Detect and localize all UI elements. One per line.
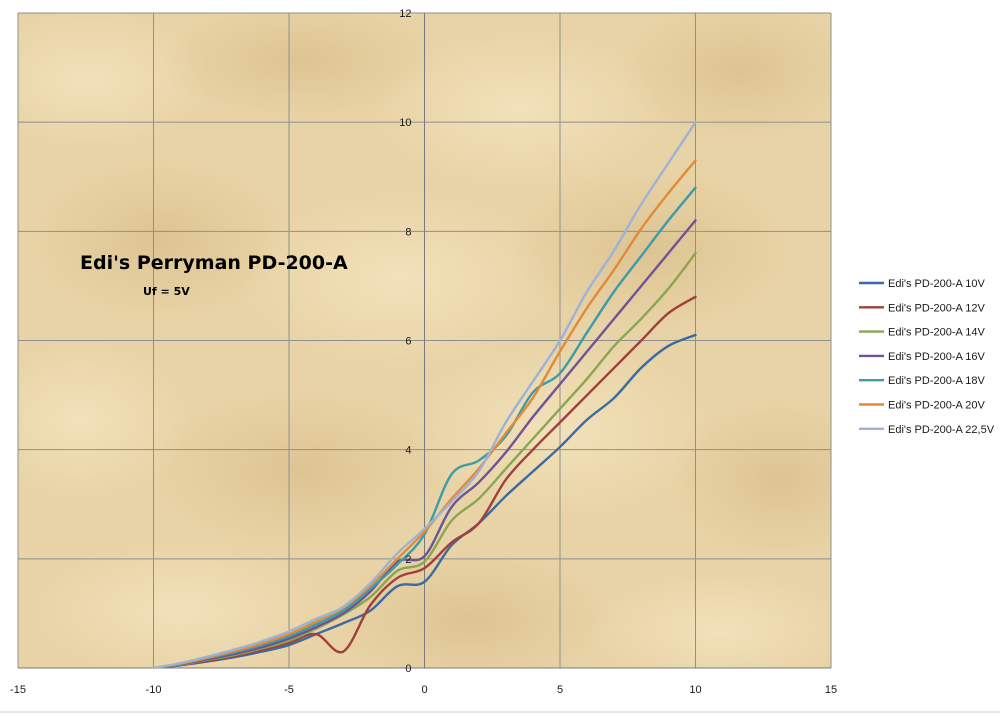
legend-label: Edi's PD-200-A 16V [888,351,986,363]
x-tick-label: 10 [689,684,701,696]
legend-label: Edi's PD-200-A 14V [888,327,986,339]
legend-label: Edi's PD-200-A 12V [888,302,986,314]
y-tick-label: 12 [399,8,411,20]
x-tick-label: 0 [421,684,427,696]
x-tick-label: -15 [10,684,26,696]
series-line-4 [152,186,697,668]
tick-labels: 0 2 4 6 8 10 12 -15 -10 -5 0 5 10 15 [10,8,837,696]
x-tick-label: 15 [825,684,837,696]
chart-subtitle: Uf = 5V [143,285,190,298]
y-tick-label: 10 [399,117,411,129]
series-lines [152,120,697,668]
series-line-3 [152,219,697,668]
series-line-5 [152,159,697,668]
legend: Edi's PD-200-A 10V Edi's PD-200-A 12V Edi'… [859,278,995,436]
y-tick-label: 4 [405,445,411,457]
legend-label: Edi's PD-200-A 20V [888,400,986,412]
legend-label: Edi's PD-200-A 18V [888,375,986,387]
x-tick-label: -10 [146,684,162,696]
legend-label: Edi's PD-200-A 10V [888,278,986,290]
chart-title: Edi's Perryman PD-200-A [80,252,348,274]
y-tick-label: 6 [405,336,411,348]
x-tick-label: -5 [284,684,294,696]
series-line-6 [152,120,697,668]
legend-label: Edi's PD-200-A 22,5V [888,424,995,436]
y-tick-label: 2 [405,554,411,566]
plot-background [18,13,831,668]
y-tick-label: 0 [405,663,411,675]
y-tick-label: 8 [405,226,411,238]
series-line-0 [152,333,697,668]
x-tick-label: 5 [557,684,563,696]
